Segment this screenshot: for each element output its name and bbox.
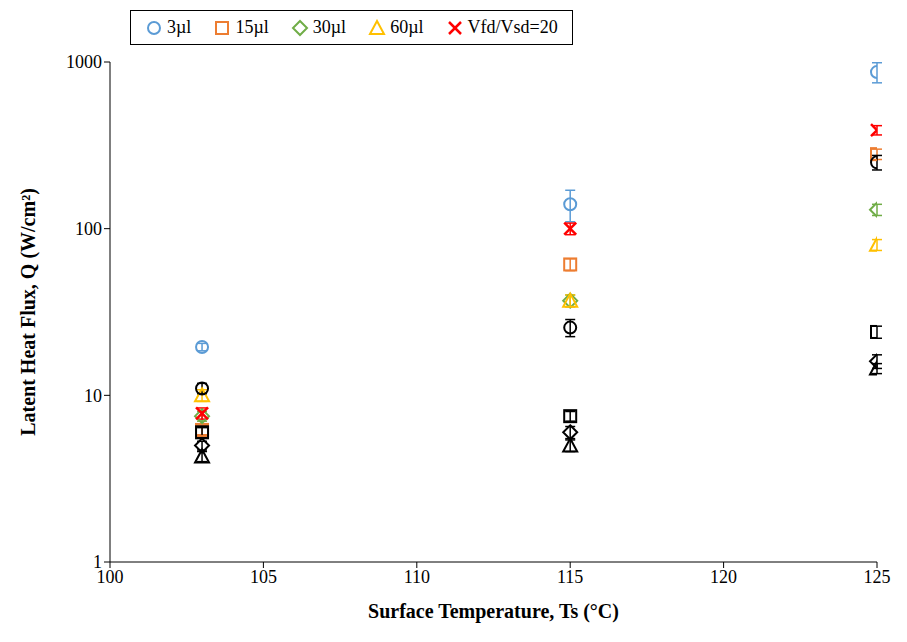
html-text:15µl: 15µl [235, 17, 269, 37]
svg-text:100: 100 [96, 566, 124, 587]
svg-text:120: 120 [710, 567, 737, 587]
html-text:30µl: 30µl [312, 17, 347, 37]
svg-text:115: 115 [557, 567, 583, 587]
svg-text:105: 105 [250, 567, 277, 587]
svg-text:10: 10 [84, 386, 102, 406]
svg-text:1000: 1000 [66, 52, 102, 72]
svg-text:Surface Temperature, Ts (°C): Surface Temperature, Ts (°C) [368, 600, 619, 623]
svg-text:100: 100 [75, 219, 102, 239]
html-text:Vfd/Vsd=20: Vfd/Vsd=20 [467, 17, 558, 37]
html-text:3µl: 3µl [167, 17, 192, 37]
svg-text:110: 110 [404, 567, 430, 587]
svg-text:Latent Heat Flux, Q (W/cm²): Latent Heat Flux, Q (W/cm²) [17, 188, 40, 436]
svg-text:125: 125 [864, 567, 891, 587]
html-text:60µl: 60µl [390, 17, 424, 37]
svg-text:1: 1 [93, 552, 102, 572]
